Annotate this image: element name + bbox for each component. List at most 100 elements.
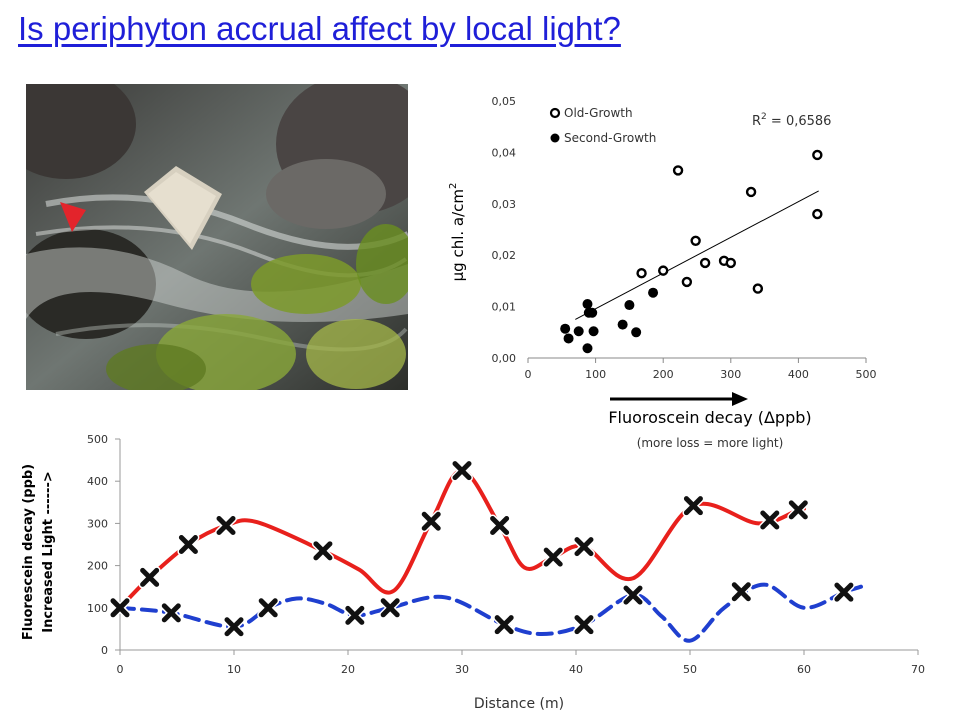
x-marker-icon (258, 598, 278, 618)
x-marker-icon (216, 516, 236, 536)
line-y-tick-label: 400 (87, 475, 108, 488)
stream-photo-image (26, 84, 408, 390)
line-y-tick-label: 500 (87, 433, 108, 446)
second-growth-point (563, 333, 574, 344)
blue-series-point (730, 580, 753, 603)
blue-series-point (223, 615, 245, 638)
red-series-point (451, 459, 473, 482)
red-series-point (420, 510, 443, 533)
scatter-x-tick-label: 0 (525, 368, 532, 381)
second-growth-point (582, 299, 593, 310)
blue-series-point (257, 596, 280, 619)
scatter-y-tick-label: 0,02 (492, 249, 517, 262)
stream-photo-illustration (26, 84, 408, 390)
x-marker-icon (494, 615, 514, 635)
second-growth-point (587, 307, 598, 318)
red-series-point (787, 498, 810, 521)
legend-label-old-growth: Old-Growth (564, 106, 633, 120)
x-marker-icon (110, 598, 130, 618)
line-x-tick-label: 10 (227, 663, 241, 676)
old-growth-point (745, 186, 757, 198)
scatter-y-tick-label: 0,04 (492, 146, 517, 159)
line-x-tick-label: 60 (797, 663, 811, 676)
scatter-x-tick-label: 300 (720, 368, 741, 381)
scatter-y-tick-label: 0,01 (492, 301, 517, 314)
x-marker-icon (161, 603, 181, 623)
second-growth-point (631, 327, 642, 338)
second-growth-point (573, 326, 584, 337)
scatter-x-tick-label: 400 (788, 368, 809, 381)
x-marker-icon (178, 535, 198, 554)
old-growth-point (681, 276, 693, 288)
line-x-tick-label: 0 (117, 663, 124, 676)
x-marker-icon (834, 582, 854, 602)
x-marker-icon (452, 461, 472, 481)
red-series-point (542, 546, 565, 569)
old-growth-point (812, 149, 823, 161)
line-x-tick-label: 70 (911, 663, 925, 676)
blue-series-point (109, 596, 131, 619)
legend-marker-second-growth (550, 133, 560, 143)
red-series-point (488, 514, 511, 537)
line-x-tick-label: 20 (341, 663, 355, 676)
red-series-point (138, 566, 161, 589)
line-y-tick-label: 200 (87, 560, 108, 573)
scatter-trendline (575, 190, 819, 320)
scatter-x-axis-label: Fluoroscein decay (Δppb) (608, 408, 811, 427)
second-growth-point (588, 326, 599, 337)
second-growth-point (624, 300, 635, 311)
x-marker-icon (731, 582, 751, 602)
second-growth-point (560, 323, 571, 334)
line-y-axis-label: Fluorescein decay (ppb) (21, 464, 36, 640)
scatter-y-axis-label: µg chl. a/cm2 (448, 183, 467, 282)
blue-series-point (379, 596, 402, 619)
blue-series-point (343, 604, 366, 627)
scatter-y-tick-label: 0,00 (492, 352, 517, 365)
old-growth-point (752, 283, 764, 294)
old-growth-point (690, 235, 701, 247)
line-y-tick-label: 0 (101, 644, 108, 657)
blue-series-point (622, 584, 644, 607)
x-marker-icon (380, 598, 400, 618)
old-growth-point (812, 208, 823, 220)
red-series-point (177, 533, 200, 556)
scatter-y-tick-label: 0,05 (492, 95, 517, 108)
x-marker-icon (788, 500, 808, 520)
x-marker-icon (574, 537, 594, 557)
old-growth-point (725, 257, 736, 269)
scatter-x-tick-label: 100 (585, 368, 606, 381)
legend-label-second-growth: Second-Growth (564, 131, 656, 145)
x-marker-icon (345, 605, 365, 625)
x-marker-icon (543, 547, 563, 567)
line-y-axis-sublabel: Increased Light ------> (41, 471, 56, 633)
x-marker-icon (224, 617, 244, 637)
blue-series-point (572, 613, 595, 636)
r-squared-annotation: R2 = 0,6586 (752, 112, 831, 129)
scatter-y-tick-label: 0,03 (492, 198, 517, 211)
second-growth-point (648, 287, 659, 298)
x-marker-icon (760, 510, 780, 530)
line-x-tick-label: 50 (683, 663, 697, 676)
x-marker-icon (683, 496, 703, 516)
line-y-tick-label: 300 (87, 517, 108, 530)
x-marker-icon (140, 567, 160, 587)
line-x-tick-label: 30 (455, 663, 469, 676)
scatter-x-tick-label: 200 (653, 368, 674, 381)
blue-series-point (493, 613, 516, 636)
x-marker-icon (421, 511, 441, 531)
x-marker-icon (313, 541, 333, 561)
line-x-axis-label: Distance (m) (474, 696, 564, 712)
old-growth-point (658, 265, 669, 276)
legend-marker-old-growth (549, 107, 561, 119)
x-marker-icon (490, 516, 510, 536)
second-growth-point (617, 319, 628, 330)
second-growth-point (582, 343, 593, 354)
scatter-x-axis-note: (more loss = more light) (637, 436, 784, 450)
x-marker-icon (623, 585, 643, 605)
old-growth-point (636, 267, 647, 279)
scatter-x-tick-label: 500 (856, 368, 877, 381)
blue-series-point (832, 581, 855, 604)
red-series-point (572, 535, 595, 558)
